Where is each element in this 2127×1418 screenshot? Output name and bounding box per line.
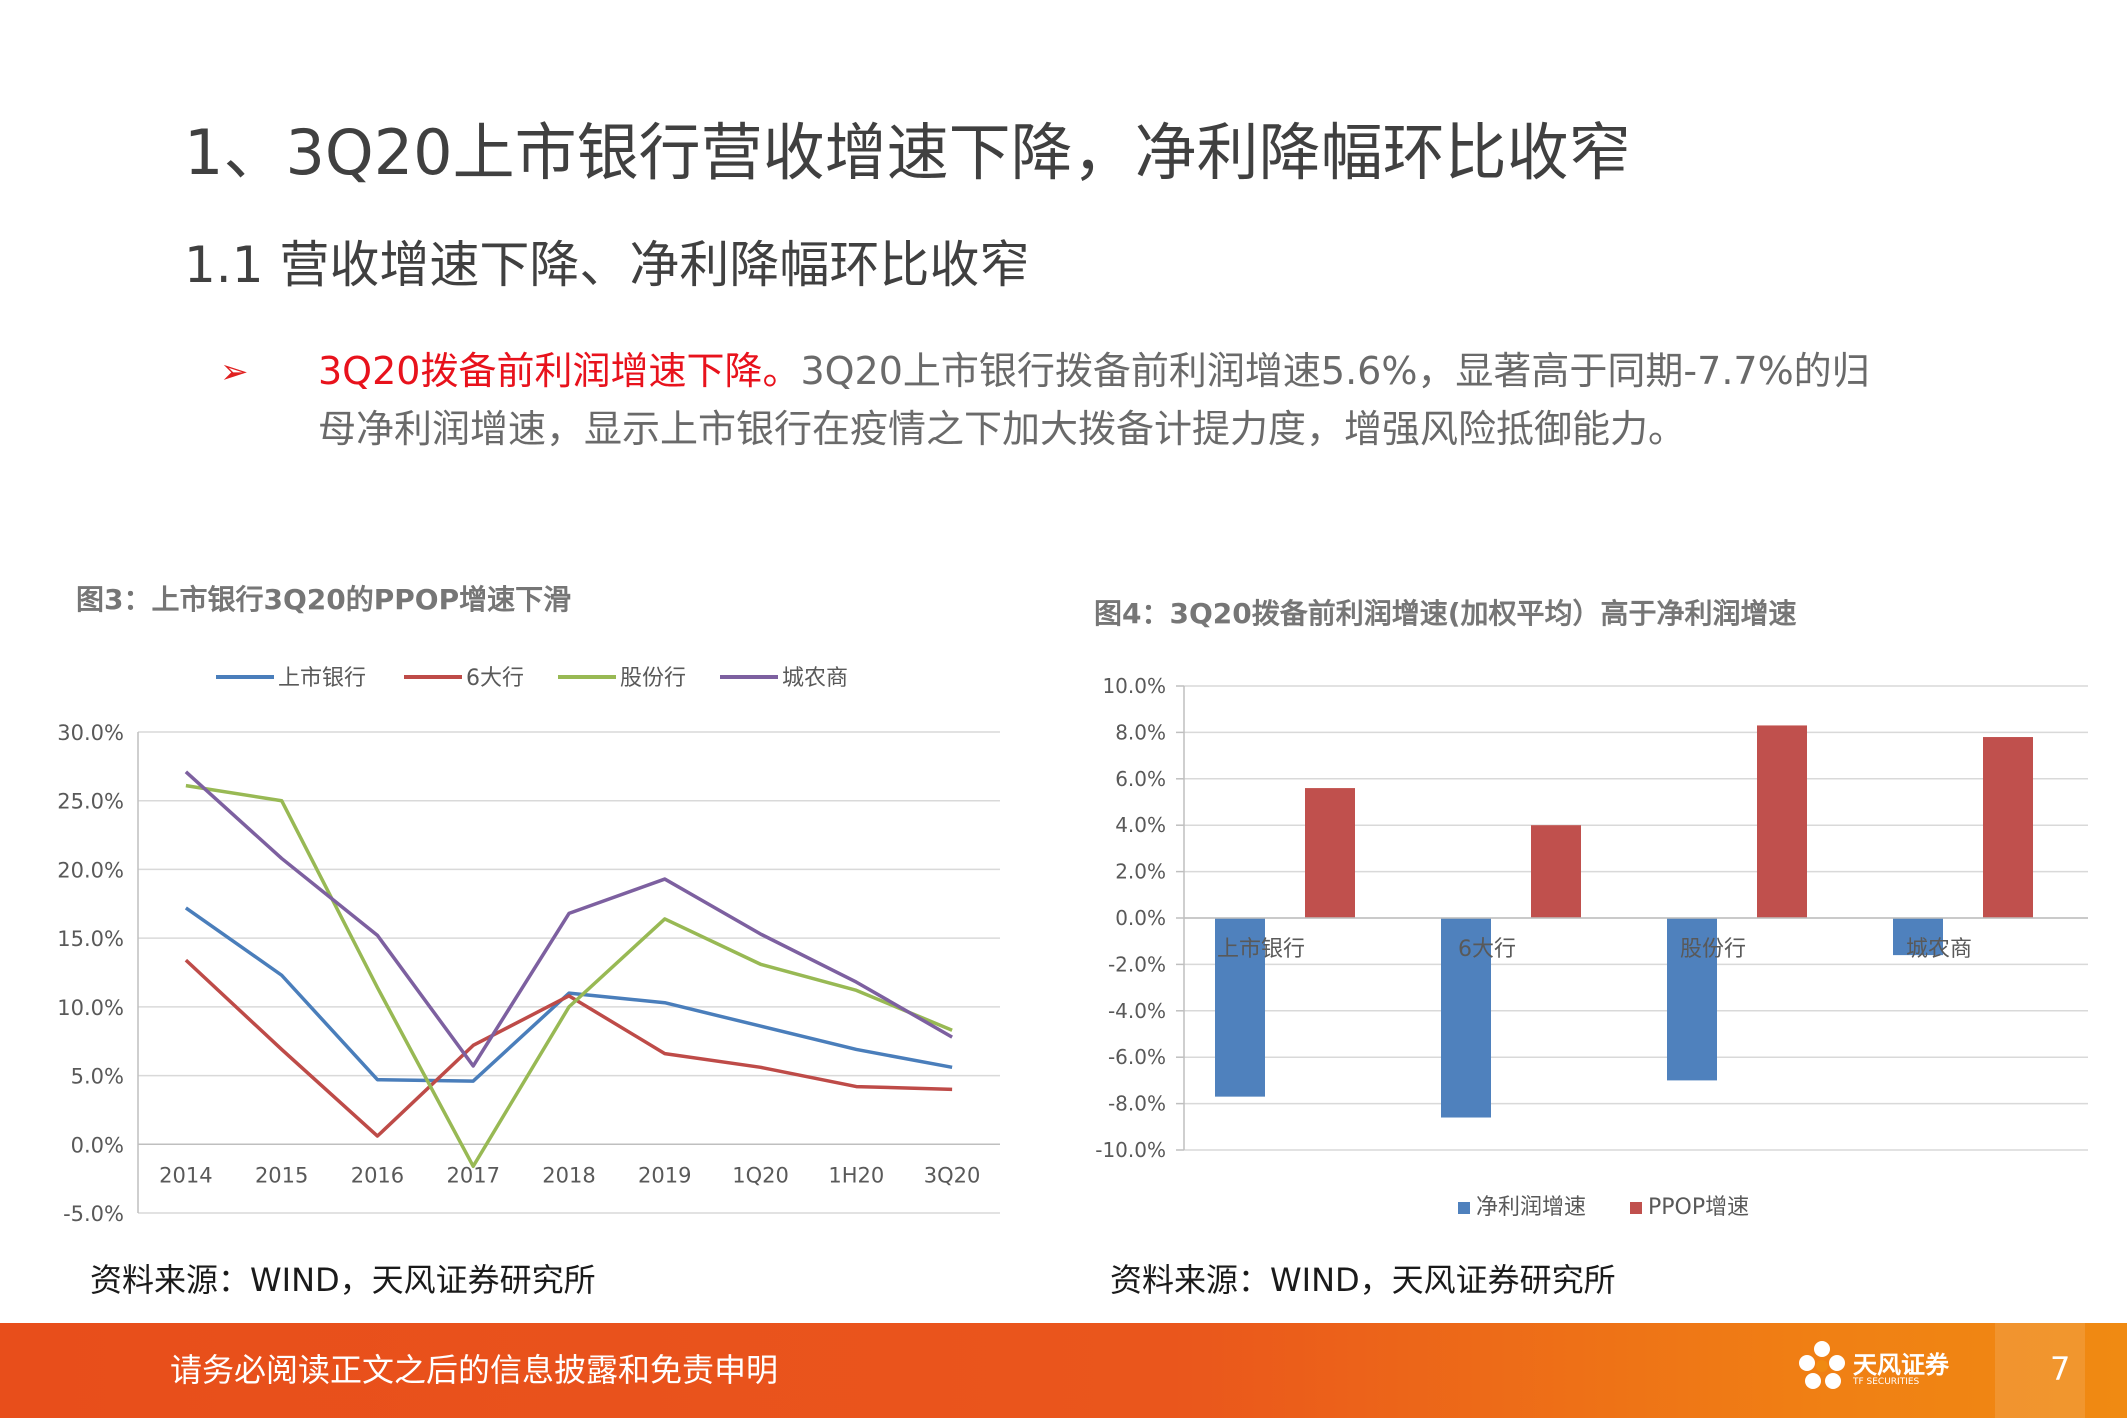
y-tick-label: 15.0%: [57, 927, 124, 951]
legend-swatch: [1458, 1202, 1470, 1214]
y-tick-label: 4.0%: [1115, 813, 1166, 837]
legend-label: 股份行: [620, 666, 686, 691]
y-tick-label: 10.0%: [57, 996, 124, 1020]
y-tick-label: 2.0%: [1115, 860, 1166, 884]
footer-disclaimer: 请务必阅读正文之后的信息披露和免责申明: [170, 1351, 779, 1389]
x-tick-label: 1H20: [828, 1163, 884, 1187]
bar-1-2: [1757, 725, 1807, 918]
legend-label: 上市银行: [278, 666, 366, 691]
chart1-title: 图3：上市银行3Q20的PPOP增速下滑: [76, 583, 572, 616]
bar-1-3: [1983, 737, 2033, 918]
legend-label: 6大行: [466, 666, 524, 691]
y-tick-label: 6.0%: [1115, 767, 1166, 791]
series-line-2: [185, 783, 953, 1169]
x-tick-label: 1Q20: [732, 1163, 789, 1187]
bar-1-1: [1531, 825, 1581, 918]
x-tick-label: 2018: [542, 1163, 595, 1187]
flower-logo-icon: [1799, 1341, 1845, 1389]
y-tick-label: 5.0%: [71, 1065, 124, 1089]
legend-label: 净利润增速: [1476, 1195, 1586, 1220]
chart1-source: 资料来源：WIND，天风证券研究所: [90, 1261, 596, 1299]
logo-text: 天风证券: [1853, 1351, 1949, 1379]
footer-corner: [1995, 1323, 2085, 1418]
y-tick-label: 30.0%: [57, 721, 124, 745]
bar-0-2: [1667, 918, 1717, 1081]
line-chart: 30.0% 25.0% 20.0% 15.0% 10.0% 5.0% 0.0% -5.0% 20…: [57, 666, 1000, 1226]
company-logo: 天风证券 TF SECURITIES: [1795, 1337, 1949, 1403]
logo-subtext: TF SECURITIES: [1853, 1377, 1920, 1387]
x-tick-label: 6大行: [1458, 937, 1516, 962]
chart2-title: 图4：3Q20拨备前利润增速(加权平均）高于净利润增速: [1094, 597, 1797, 630]
y-tick-label: -8.0%: [1108, 1092, 1166, 1116]
legend-swatch: [1630, 1202, 1642, 1214]
bar-0-0: [1215, 918, 1265, 1097]
bar-chart: 10.0% 8.0% 6.0% 4.0% 2.0% 0.0% -2.0% -4.0% -6.0%…: [1095, 674, 2088, 1220]
x-tick-label: 3Q20: [924, 1163, 981, 1187]
series-line-1: [184, 958, 953, 1138]
legend-label: 城农商: [782, 666, 848, 691]
section-subtitle: 1.1 营收增速下降、净利降幅环比收窄: [184, 236, 1030, 294]
x-tick-label: 股份行: [1680, 937, 1746, 962]
y-tick-label: -2.0%: [1108, 952, 1166, 976]
y-tick-label: -5.0%: [63, 1202, 124, 1226]
series-line-3: [184, 770, 953, 1068]
x-tick-label: 2014: [159, 1163, 212, 1187]
y-tick-label: 8.0%: [1115, 720, 1166, 744]
x-tick-label: 城农商: [1906, 937, 1972, 962]
y-tick-label: -10.0%: [1095, 1138, 1166, 1162]
footer-bar: [0, 1323, 2127, 1418]
bullet-highlight: 3Q20拨备前利润增速下降。: [318, 349, 801, 393]
y-tick-label: 25.0%: [57, 790, 124, 814]
y-tick-label: 20.0%: [57, 858, 124, 882]
y-tick-label: 10.0%: [1102, 674, 1166, 698]
y-tick-label: -4.0%: [1108, 999, 1166, 1023]
y-tick-label: 0.0%: [71, 1133, 124, 1157]
series-line-0: [184, 906, 953, 1083]
x-tick-label: 上市银行: [1217, 937, 1305, 962]
bullet-text: 3Q20上市银行拨备前利润增速5.6%，显著高于同期-7.7%的归母净利润增速，…: [318, 349, 1870, 451]
x-tick-label: 2016: [351, 1163, 404, 1187]
y-tick-label: -6.0%: [1108, 1045, 1166, 1069]
bar-1-0: [1305, 788, 1355, 918]
page-number: 7: [2050, 1350, 2071, 1388]
chart2-source: 资料来源：WIND，天风证券研究所: [1110, 1261, 1616, 1299]
bullet-arrow-icon: ➢: [220, 352, 249, 392]
bullet-paragraph: 3Q20拨备前利润增速下降。3Q20上市银行拨备前利润增速5.6%，显著高于同期…: [318, 342, 1878, 458]
page-title: 1、3Q20上市银行营收增速下降，净利降幅环比收窄: [184, 116, 1631, 189]
x-tick-label: 2019: [638, 1163, 691, 1187]
bar-0-1: [1441, 918, 1491, 1118]
legend-label: PPOP增速: [1648, 1195, 1749, 1220]
x-tick-label: 2015: [255, 1163, 308, 1187]
y-tick-label: 0.0%: [1115, 906, 1166, 930]
bar-0-3: [1893, 918, 1943, 956]
